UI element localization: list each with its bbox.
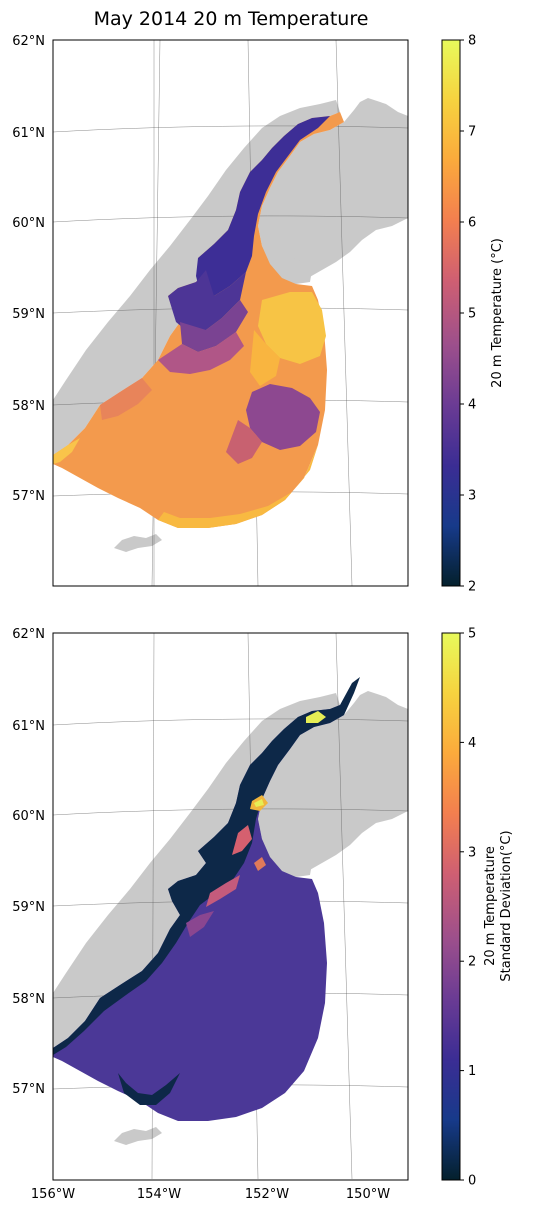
land-mainland: [53, 40, 408, 300]
map-panel-temperature: 62°N 61°N 60°N 59°N 58°N 57°N: [12, 34, 409, 587]
colorbar-tick-label: 5: [468, 627, 476, 642]
lat-tick: 60°N: [12, 216, 45, 231]
colorbar-label: 20 m TemperatureStandard Deviation(°C): [483, 830, 514, 981]
figure-title: May 2014 20 m Temperature: [94, 8, 369, 30]
colorbar-tick-label: 2: [468, 580, 476, 595]
map-frame: [52, 632, 409, 1181]
map-panel-std-deviation: 62°N 61°N 60°N 59°N 58°N 57°N 156°W 154°…: [12, 627, 409, 1202]
colorbar-tick-label: 4: [468, 398, 476, 413]
lat-tick-labels: 62°N 61°N 60°N 59°N 58°N 57°N: [12, 627, 45, 1097]
std-deviation-field: [53, 677, 360, 1121]
colorbar-tick-label: 1: [468, 1064, 476, 1079]
lon-tick: 150°W: [346, 1187, 390, 1202]
lon-tick: 154°W: [137, 1187, 181, 1202]
colorbar-tick-label: 6: [468, 216, 476, 231]
colorbar-tick-label: 3: [468, 845, 476, 860]
lat-tick: 58°N: [12, 399, 45, 414]
colorbar-gradient: [442, 633, 460, 1180]
lon-tick: 156°W: [31, 1187, 75, 1202]
lat-tick: 57°N: [12, 1082, 45, 1097]
map-frame: [52, 39, 409, 587]
lon-tick: 152°W: [245, 1187, 289, 1202]
colorbar-tick-label: 3: [468, 489, 476, 504]
lat-tick: 61°N: [12, 126, 45, 141]
lat-tick-labels: 62°N 61°N 60°N 59°N 58°N 57°N: [12, 34, 45, 504]
lon-tick-labels: 156°W 154°W 152°W 150°W: [31, 1187, 390, 1202]
colorbar-tick-label: 7: [468, 125, 476, 140]
lat-tick: 59°N: [12, 307, 45, 322]
lat-tick: 58°N: [12, 992, 45, 1007]
colorbar-label-line: Standard Deviation(°C): [499, 830, 514, 981]
colorbar-label-line: 20 m Temperature (°C): [490, 238, 505, 388]
lat-tick: 60°N: [12, 809, 45, 824]
lat-tick: 62°N: [12, 627, 45, 642]
colorbar-gradient: [442, 40, 460, 586]
colorbar-tick-label: 8: [468, 34, 476, 49]
colorbar-label: 20 m Temperature (°C): [490, 238, 505, 388]
lat-tick: 59°N: [12, 900, 45, 915]
lat-tick: 62°N: [12, 34, 45, 49]
colorbar-temperature: 2 3 4 5 6 7 8 20 m Temperature (°C): [441, 34, 505, 595]
colorbar-tick-label: 0: [468, 1174, 476, 1189]
colorbar-ticks: 0 1 2 3 4 5: [460, 627, 476, 1189]
colorbar-std-deviation: 0 1 2 3 4 5 20 m TemperatureStandard Deviatio…: [441, 627, 514, 1189]
land-west-peninsula: [53, 40, 340, 455]
colorbar-tick-label: 2: [468, 955, 476, 970]
colorbar-label-line: 20 m Temperature: [483, 846, 498, 966]
colorbar-tick-label: 5: [468, 307, 476, 322]
colorbar-ticks: 2 3 4 5 6 7 8: [460, 34, 476, 595]
land-trinity-islands: [114, 534, 162, 552]
temperature-field: [53, 112, 344, 528]
lat-tick: 61°N: [12, 719, 45, 734]
lat-tick: 57°N: [12, 489, 45, 504]
colorbar-tick-label: 4: [468, 736, 476, 751]
